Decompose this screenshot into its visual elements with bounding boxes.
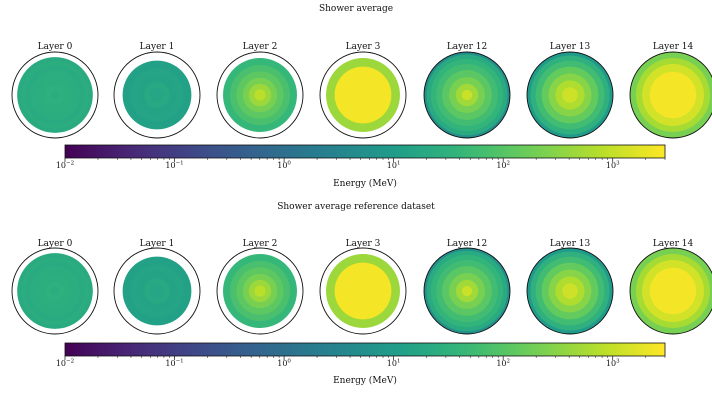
layer-label: Layer 2 (243, 239, 278, 249)
colorbar-gradient (64, 342, 666, 357)
layer-label: Layer 0 (38, 42, 73, 52)
panel-title: Shower average (319, 4, 393, 14)
colorbar: 10−2 10−1 100 101 102 103 Energy (MeV) (56, 144, 666, 189)
detector-boundary (629, 51, 712, 139)
layer-0: Layer 0 (11, 42, 99, 139)
colorbar: 10−2 10−1 100 101 102 103 Energy (MeV) (56, 342, 666, 386)
colorbar-tick-label: 102 (496, 359, 510, 369)
colorbar-tick-label: 10−1 (165, 359, 183, 369)
colorbar-tick-label: 100 (277, 359, 291, 369)
colorbar-tick-label: 10−2 (56, 359, 74, 369)
layer-label: Layer 14 (653, 239, 694, 249)
energy-ring-4 (150, 284, 164, 298)
detector-boundary (216, 51, 304, 139)
layer-label: Layer 2 (243, 42, 278, 52)
detector-boundary (319, 247, 407, 335)
colorbar-tick-label: 102 (496, 161, 510, 171)
layer-6: Layer 14 (629, 42, 712, 139)
layer-label: Layer 12 (447, 42, 487, 52)
layer-5: Layer 13 (526, 239, 614, 335)
energy-ring-3 (649, 71, 697, 119)
layer-6: Layer 14 (629, 239, 712, 335)
energy-ring-6 (50, 90, 60, 100)
energy-ring-3 (649, 267, 697, 315)
colorbar-tick-label: 101 (387, 359, 401, 369)
detector-boundary (113, 51, 201, 139)
energy-ring-7 (461, 285, 473, 297)
detector-boundary (629, 247, 712, 335)
layer-label: Layer 14 (653, 42, 694, 52)
energy-ring-1 (334, 66, 392, 124)
layer-4: Layer 12 (423, 239, 511, 335)
colorbar-label: Energy (MeV) (333, 375, 397, 386)
colorbar-tick-label: 10−1 (165, 161, 183, 171)
colorbar-tick-label: 100 (277, 161, 291, 171)
colorbar-tick-label: 103 (606, 161, 620, 171)
layer-label: Layer 12 (447, 239, 487, 249)
layer-5: Layer 13 (526, 42, 614, 139)
panel-1: Shower average reference dataset Layer 0 L… (11, 202, 712, 386)
colorbar-tick-label: 103 (606, 359, 620, 369)
detector-boundary (113, 247, 201, 335)
detector-boundary (11, 51, 99, 139)
detector-boundary (11, 247, 99, 335)
layer-3: Layer 3 (319, 42, 407, 139)
layer-label: Layer 13 (550, 42, 591, 52)
layer-1: Layer 1 (113, 239, 201, 335)
energy-ring-6 (562, 283, 578, 299)
colorbar-tick-label: 10−2 (56, 161, 74, 171)
layer-label: Layer 3 (346, 42, 381, 52)
layer-label: Layer 13 (550, 239, 591, 249)
layer-0: Layer 0 (11, 239, 99, 335)
colorbar-label: Energy (MeV) (333, 178, 397, 189)
energy-ring-7 (461, 89, 473, 101)
colorbar-tick-label: 101 (387, 161, 401, 171)
detector-boundary (423, 247, 511, 335)
detector-boundary (319, 51, 407, 139)
energy-ring-6 (50, 286, 60, 296)
energy-ring-4 (150, 88, 164, 102)
layer-4: Layer 12 (423, 42, 511, 139)
energy-ring-1 (334, 262, 392, 320)
layer-2: Layer 2 (216, 42, 304, 139)
detector-boundary (526, 247, 614, 335)
detector-boundary (216, 247, 304, 335)
detector-boundary (423, 51, 511, 139)
energy-ring-5 (254, 89, 266, 101)
layer-1: Layer 1 (113, 42, 201, 139)
layer-label: Layer 1 (140, 239, 175, 249)
layer-label: Layer 0 (38, 239, 73, 249)
layer-3: Layer 3 (319, 239, 407, 335)
energy-ring-5 (254, 285, 266, 297)
layer-label: Layer 3 (346, 239, 381, 249)
detector-boundary (526, 51, 614, 139)
panel-title: Shower average reference dataset (277, 202, 435, 212)
layer-2: Layer 2 (216, 239, 304, 335)
layer-label: Layer 1 (140, 42, 175, 52)
panel-0: Shower average Layer 0 Layer 1 Layer 2 Layer… (11, 4, 712, 189)
energy-ring-6 (562, 87, 578, 103)
colorbar-gradient (64, 144, 666, 159)
